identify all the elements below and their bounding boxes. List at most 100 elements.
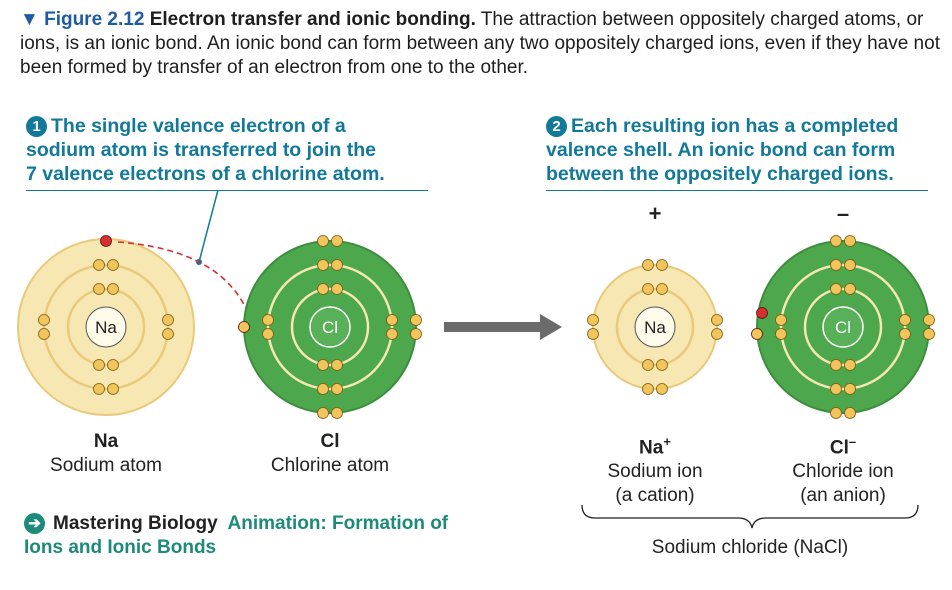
electron (107, 259, 119, 271)
electron (386, 328, 398, 340)
chloride-ion-symbol: Cl (829, 437, 849, 459)
figure-caption: ▼ Figure 2.12 Electron transfer and ioni… (20, 8, 940, 80)
electron (830, 383, 842, 395)
mastering-link-line-2[interactable]: Ions and Ionic Bonds (24, 537, 217, 558)
electron (830, 283, 842, 295)
electron (317, 259, 329, 271)
step-1-rule (26, 190, 428, 191)
electron (587, 314, 599, 326)
chlorine-atom-electrons (238, 235, 422, 419)
electron (844, 283, 856, 295)
electron (331, 235, 343, 247)
sodium-ion-nucleus: Na (644, 318, 666, 337)
electron (830, 259, 842, 271)
figure-caption-text: The attraction between oppositely charge… (20, 9, 940, 78)
reaction-arrow-shaft (444, 322, 540, 332)
chlorine-atom-label: Cl Chlorine atom (230, 430, 430, 478)
electron (899, 328, 911, 340)
electron (844, 383, 856, 395)
mastering-brand: Mastering Biology (53, 513, 218, 534)
electron (923, 328, 935, 340)
charge-minus: – (837, 201, 849, 226)
electron (844, 407, 856, 419)
nacl-label: Sodium chloride (NaCl) (651, 537, 849, 558)
electron (751, 328, 763, 340)
electron (642, 359, 654, 371)
electron (830, 407, 842, 419)
electron (642, 259, 654, 271)
electron (262, 328, 274, 340)
sodium-atom: Na (17, 235, 195, 416)
electron (93, 359, 105, 371)
chlorine-atom-nucleus: Cl (322, 318, 338, 337)
step-1-text: 1 The single valence electron of a sodium… (26, 114, 385, 186)
mastering-link[interactable]: ➔ Mastering Biology Animation: Formation … (24, 512, 448, 560)
mastering-link-line-1[interactable]: Animation: Formation of (227, 513, 449, 534)
chlorine-atom: Cl (238, 235, 422, 419)
electron (711, 314, 723, 326)
chloride-ion-label: Cl– Chloride ion (an anion) (743, 430, 943, 508)
electron (923, 314, 935, 326)
step-1-pointer (198, 189, 219, 263)
electron (93, 383, 105, 395)
electron (93, 283, 105, 295)
electron (262, 314, 274, 326)
figure-title: Electron transfer and ionic bonding. (149, 9, 476, 30)
sodium-atom-electrons (38, 235, 174, 395)
electron (317, 383, 329, 395)
electron (844, 259, 856, 271)
chloride-ion-name: Chloride ion (792, 461, 894, 483)
electron (317, 359, 329, 371)
chloride-ion-nucleus: Cl (835, 318, 851, 337)
figure-number: ▼ Figure 2.12 (20, 9, 145, 30)
electron (386, 314, 398, 326)
sodium-atom-name: Sodium atom (50, 455, 162, 476)
transferred-electron (100, 235, 112, 247)
chloride-ion-electrons (751, 235, 935, 419)
electron (844, 359, 856, 371)
electron (587, 328, 599, 340)
electron (317, 283, 329, 295)
electron (656, 259, 668, 271)
sodium-ion: Na (587, 259, 723, 395)
electron (410, 328, 422, 340)
electron (331, 283, 343, 295)
electron (107, 359, 119, 371)
electron (238, 321, 250, 333)
chloride-ion: Cl (751, 235, 935, 419)
electron (844, 235, 856, 247)
electron (331, 407, 343, 419)
electron (317, 407, 329, 419)
nacl-bracket (581, 504, 919, 529)
step-2-line-1: Each resulting ion has a completed (571, 115, 899, 137)
electron (775, 328, 787, 340)
step-2-rule (546, 190, 928, 191)
electron (410, 314, 422, 326)
sodium-atom-label: Na Sodium atom (6, 430, 206, 478)
electron (38, 328, 50, 340)
electron (830, 359, 842, 371)
electron (107, 383, 119, 395)
sodium-ion-label: Na+ Sodium ion (a cation) (555, 430, 755, 508)
electron (38, 314, 50, 326)
step-1-number: 1 (26, 116, 47, 137)
electron (899, 314, 911, 326)
step-1-line-3: 7 valence electrons of a chlorine atom. (26, 163, 385, 185)
sodium-atom-nucleus: Na (95, 318, 117, 337)
electron (656, 383, 668, 395)
electron (656, 283, 668, 295)
sodium-ion-symbol: Na (639, 437, 664, 459)
electron (162, 328, 174, 340)
electron (830, 235, 842, 247)
electron (317, 235, 329, 247)
electron (642, 383, 654, 395)
step-2-line-3: between the oppositely charged ions. (546, 163, 894, 185)
step-2-line-2: valence shell. An ionic bond can form (546, 139, 896, 161)
chloride-ion-sub: (an anion) (800, 485, 886, 507)
chloride-ion-charge: – (848, 434, 857, 449)
transferred-electron (756, 307, 768, 319)
reaction-arrow-head (540, 314, 562, 340)
electron (642, 283, 654, 295)
